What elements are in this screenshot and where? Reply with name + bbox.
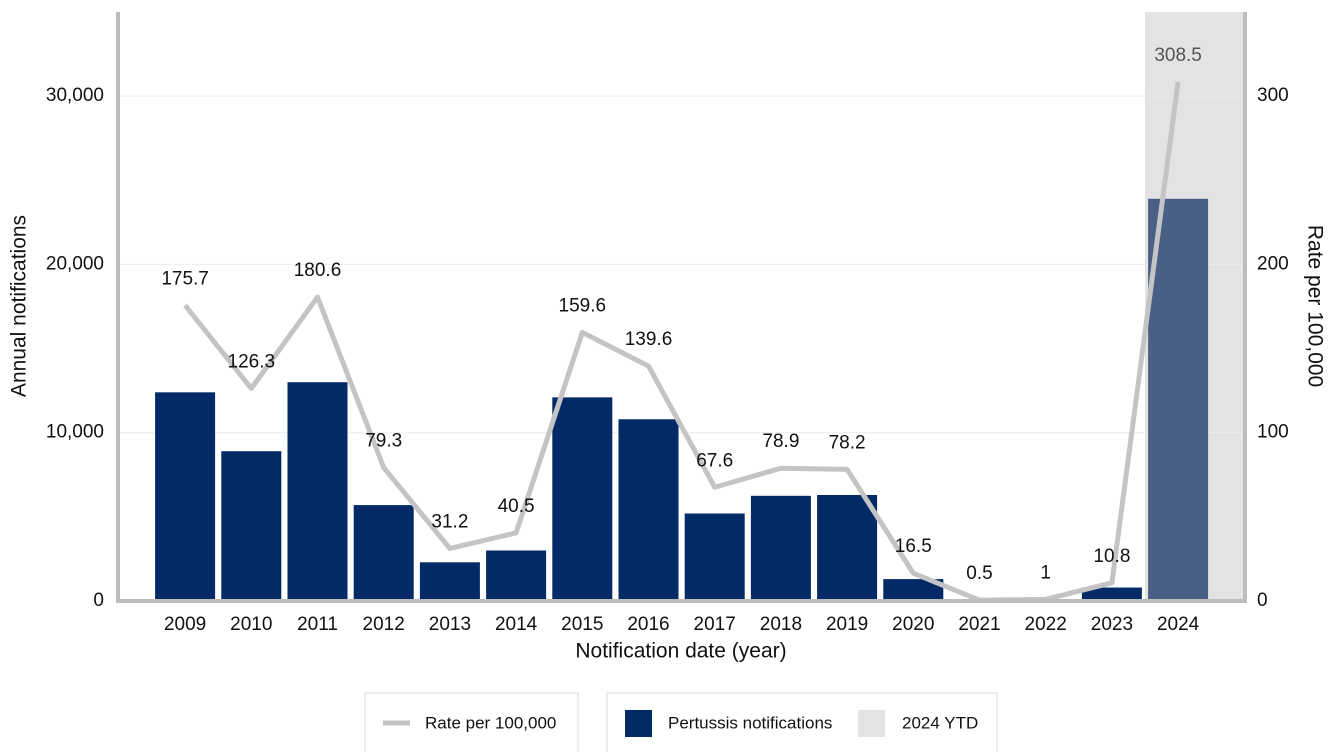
x-axis-title: Notification date (year) [575,640,786,663]
bar [1081,587,1142,601]
legend-label: Rate per 100,000 [425,713,556,732]
data-label: 159.6 [559,295,607,316]
bar [618,419,679,601]
bar [684,513,745,601]
x-tick-label: 2013 [429,614,471,635]
bar [155,392,216,601]
y-tick-label: 20,000 [46,253,104,274]
data-label: 126.3 [228,351,276,372]
legend-swatch [858,710,885,737]
data-label: 67.6 [696,450,733,471]
legend-swatch [625,710,652,737]
data-label: 180.6 [294,260,342,281]
y-tick-label: 0 [93,590,104,611]
y-tick-label: 10,000 [46,422,104,443]
data-label: 31.2 [431,512,468,533]
bar [419,562,480,601]
bar [1148,198,1209,601]
data-label: 78.9 [762,431,799,452]
y2-tick-label: 300 [1257,85,1289,106]
y2-tick-label: 200 [1257,253,1289,274]
bar [353,505,414,601]
x-tick-label: 2009 [164,614,206,635]
y2-tick-label: 100 [1257,422,1289,443]
bar [817,494,878,601]
bar [552,397,613,601]
x-tick-label: 2010 [230,614,272,635]
bar [883,579,944,601]
data-label: 40.5 [498,496,535,517]
x-tick-label: 2024 [1157,614,1200,635]
x-tick-label: 2011 [297,614,338,635]
data-label: 10.8 [1093,546,1130,567]
legend-box [606,692,998,752]
data-label: 308.5 [1154,45,1202,66]
x-tick-label: 2017 [694,614,736,635]
bar [486,550,547,601]
x-tick-label: 2018 [760,614,802,635]
y-axis-title: Annual notifications [8,215,31,397]
bar [221,451,282,601]
bar [750,495,811,601]
legend-box [364,692,579,752]
legend-label: Pertussis notifications [668,713,832,732]
data-label: 78.2 [829,432,866,453]
x-tick-label: 2014 [495,614,538,635]
data-label: 1 [1040,562,1051,583]
y-tick-label: 30,000 [46,85,104,106]
x-tick-label: 2021 [958,614,1000,635]
y2-axis-title: Rate per 100,000 [1303,225,1326,387]
data-label: 139.6 [625,329,673,350]
x-tick-label: 2016 [627,614,669,635]
data-label: 79.3 [365,431,402,452]
x-tick-label: 2022 [1025,614,1067,635]
legend-label: 2024 YTD [902,713,978,732]
data-label: 0.5 [966,563,992,584]
data-label: 16.5 [895,536,932,557]
bar [287,382,348,601]
data-label: 175.7 [161,268,209,289]
y2-tick-label: 0 [1257,590,1268,611]
x-tick-label: 2012 [363,614,405,635]
x-tick-label: 2015 [561,614,603,635]
x-tick-label: 2023 [1091,614,1133,635]
x-tick-label: 2020 [892,614,934,635]
x-tick-label: 2019 [826,614,868,635]
